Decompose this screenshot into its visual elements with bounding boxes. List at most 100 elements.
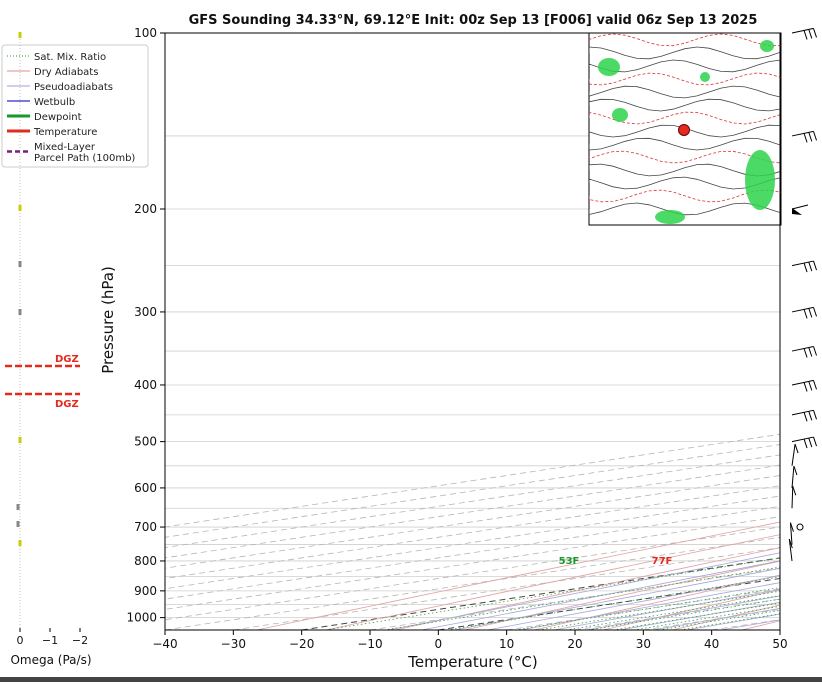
wind-barb-flag	[809, 262, 812, 271]
legend-label: Parcel Path (100mb)	[34, 153, 135, 164]
wind-barb-flag	[804, 349, 807, 358]
wind-barb-flag	[804, 382, 807, 391]
omega-tick-2: −2	[72, 634, 88, 647]
wind-barb-flag	[809, 308, 812, 317]
bottom-border	[0, 677, 822, 682]
omega-marker	[19, 540, 22, 546]
map-precip-area	[760, 40, 774, 52]
map-precip-area	[612, 108, 628, 122]
wind-barb-flag	[804, 30, 807, 39]
map-precip-area	[700, 72, 710, 82]
omega-marker	[19, 261, 22, 267]
wind-barbs	[789, 28, 816, 561]
wind-barb-flag	[814, 28, 817, 37]
x-tick-label: 50	[772, 637, 787, 651]
y-tick-label: 300	[134, 305, 157, 319]
map-precip-area	[655, 210, 685, 224]
wind-barb-flag	[814, 131, 817, 140]
x-tick-label: −20	[289, 637, 314, 651]
y-tick-label: 500	[134, 435, 157, 449]
x-tick-label: 30	[636, 637, 651, 651]
y-tick-label: 900	[134, 584, 157, 598]
wind-barb-flag	[814, 307, 817, 316]
omega-tick-1: −1	[42, 634, 58, 647]
wind-barb	[792, 410, 814, 415]
wind-barb-flag	[814, 261, 817, 270]
omega-marker	[17, 521, 20, 527]
pseudoadiabat-line	[455, 209, 822, 630]
mixing-ratio-line	[613, 442, 822, 630]
dgz-upper-label: DGZ	[55, 354, 79, 365]
wind-barb	[792, 205, 808, 209]
map-precip-area	[598, 58, 620, 76]
dgz-lower-label: DGZ	[55, 399, 79, 410]
chart-title: GFS Sounding 34.33°N, 69.12°E Init: 00z …	[189, 13, 758, 28]
omega-marker	[19, 32, 22, 38]
wind-barb	[792, 346, 814, 351]
wind-barb-pennant	[792, 208, 802, 215]
wind-barb	[792, 444, 795, 466]
pseudoadiabat-line	[389, 209, 822, 630]
x-tick-label: 20	[567, 637, 582, 651]
y-tick-label: 800	[134, 554, 157, 568]
wind-barb-flag	[809, 29, 812, 38]
x-tick-label: −40	[152, 637, 177, 651]
y-tick-label: 600	[134, 481, 157, 495]
y-tick-label: 200	[134, 202, 157, 216]
omega-marker	[19, 205, 22, 211]
surface-dewpoint-label: 53F	[559, 556, 580, 567]
y-tick-label: 400	[134, 378, 157, 392]
omega-tick-0: 0	[17, 634, 24, 647]
wind-barb-flag	[809, 348, 812, 357]
legend-label: Dewpoint	[34, 112, 82, 123]
wind-barb	[792, 261, 814, 266]
y-tick-label: 1000	[126, 611, 157, 625]
wind-barb	[792, 380, 814, 385]
wind-barb-flag	[794, 466, 797, 475]
wind-barb-flag	[804, 309, 807, 318]
wind-barb-flag	[814, 410, 817, 419]
omega-marker	[19, 309, 22, 315]
wind-barb-flag	[814, 437, 817, 446]
wind-barb	[792, 28, 814, 33]
wind-barb-flag	[809, 438, 812, 447]
legend-label: Mixed-Layer	[34, 142, 96, 153]
x-tick-label: 40	[704, 637, 719, 651]
location-marker	[679, 125, 690, 136]
x-axis-label: Temperature (°C)	[407, 653, 537, 671]
x-tick-label: −30	[221, 637, 246, 651]
wind-barb-flag	[804, 412, 807, 421]
mixing-ratio-line	[680, 442, 822, 630]
wind-barb-flag	[795, 444, 798, 453]
y-tick-label: 100	[134, 26, 157, 40]
wind-barb	[792, 131, 814, 136]
wind-barb	[792, 307, 814, 312]
wind-barb-calm	[797, 524, 803, 530]
y-tick-label: 700	[134, 520, 157, 534]
wind-barb	[792, 437, 814, 442]
legend-label: Pseudoadiabats	[34, 82, 113, 93]
surface-temperature-label: 77F	[652, 556, 673, 567]
map-precip-area	[745, 150, 775, 210]
pseudoadiabat-line	[653, 209, 822, 630]
legend-label: Sat. Mix. Ratio	[34, 52, 106, 63]
wind-barb-flag	[814, 346, 817, 355]
wind-barb-flag	[809, 132, 812, 141]
omega-marker	[17, 504, 20, 510]
wind-barb-flag	[809, 411, 812, 420]
x-tick-label: −10	[357, 637, 382, 651]
wind-barb-flag	[804, 439, 807, 448]
wind-barb	[792, 486, 793, 508]
x-tick-label: 10	[499, 637, 514, 651]
pseudoadiabat-line	[587, 209, 822, 630]
x-tick-label: 0	[435, 637, 443, 651]
wind-barb-flag	[804, 133, 807, 142]
isotherm-line	[780, 33, 822, 630]
legend-label: Temperature	[33, 127, 97, 138]
pseudoadiabat-line	[422, 209, 822, 630]
wind-barb-flag	[804, 263, 807, 272]
mixing-ratio-line	[588, 442, 822, 630]
wind-barb-flag	[814, 380, 817, 389]
